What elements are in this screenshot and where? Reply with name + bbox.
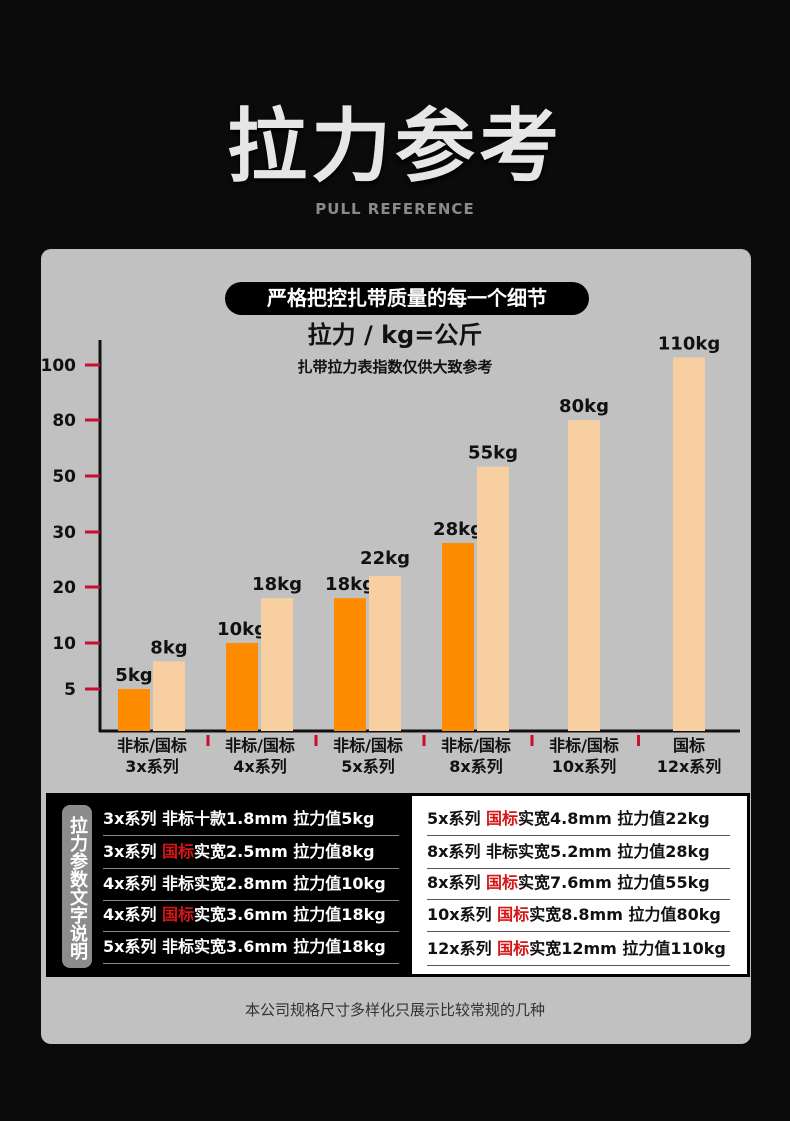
- bar-非标: [442, 543, 474, 731]
- spec-row: 5x系列 非标实宽3.6mm 拉力值18kg: [103, 932, 399, 964]
- bar-非标: [226, 643, 258, 731]
- highlight-text: 国标: [162, 905, 195, 924]
- bar-国标: [673, 357, 705, 731]
- row-text: 8x系列: [427, 873, 487, 892]
- y-tick-label: 80: [52, 411, 76, 431]
- chart-title: 拉力 / kg=公斤: [307, 321, 483, 349]
- spec-row: 8x系列 非标实宽5.2mm 拉力值28kg: [427, 837, 730, 869]
- bar-chart: 5 10 20 30 50 80 100 5kg 8kg 非标/国标 3x系列 10kg 18kg 非标/…: [41, 334, 740, 776]
- bar-value-label: 55kg: [468, 443, 518, 464]
- row-text: 4x系列 非标实宽2.8mm 拉力值10kg: [103, 874, 386, 893]
- category-label: 8x系列: [449, 757, 502, 776]
- bar-value-label: 18kg: [252, 574, 302, 595]
- row-text: 10x系列: [427, 905, 498, 924]
- row-text: 12x系列: [427, 939, 498, 958]
- row-text: 实宽4.8mm 拉力值22kg: [518, 809, 710, 828]
- category-label: 非标/国标: [225, 736, 295, 755]
- bar-国标: [261, 598, 293, 731]
- category-label: 5x系列: [341, 757, 394, 776]
- category-label: 非标/国标: [549, 736, 619, 755]
- bar-非标: [334, 598, 366, 731]
- row-text: 8x系列 非标实宽5.2mm 拉力值28kg: [427, 842, 710, 861]
- highlight-text: 国标: [497, 905, 530, 924]
- spec-row: 10x系列 国标实宽8.8mm 拉力值80kg: [427, 900, 730, 932]
- page-title: 拉力参考: [227, 100, 563, 193]
- bar-value-label: 80kg: [559, 396, 609, 417]
- bar-国标: [369, 576, 401, 731]
- bar-非标: [118, 689, 150, 731]
- row-text: 实宽3.6mm 拉力值18kg: [194, 905, 386, 924]
- spec-row: 3x系列 非标十款1.8mm 拉力值5kg: [103, 804, 399, 836]
- category-label: 10x系列: [552, 757, 617, 776]
- row-text: 5x系列: [427, 809, 487, 828]
- y-tick-label: 10: [52, 634, 76, 654]
- bar-国标: [153, 661, 185, 731]
- spec-table-right: [409, 793, 750, 977]
- bar-value-label: 110kg: [658, 334, 720, 355]
- highlight-text: 国标: [486, 873, 519, 892]
- row-text: 3x系列 非标十款1.8mm 拉力值5kg: [103, 809, 375, 828]
- footer-note: 本公司规格尺寸多样化只展示比较常规的几种: [244, 1001, 545, 1019]
- spec-row: 4x系列 非标实宽2.8mm 拉力值10kg: [103, 869, 399, 901]
- spec-table-left: [46, 793, 410, 977]
- row-text: 实宽7.6mm 拉力值55kg: [518, 873, 710, 892]
- bar-value-label: 10kg: [217, 619, 267, 640]
- y-tick-label: 20: [52, 578, 76, 598]
- category-label: 4x系列: [233, 757, 286, 776]
- y-tick-label: 100: [41, 356, 77, 376]
- row-text: 实宽2.5mm 拉力值8kg: [194, 842, 375, 861]
- y-tick-label: 50: [52, 467, 76, 487]
- y-tick-label: 30: [52, 523, 76, 543]
- table-side-label: 拉力参数文字说明: [62, 805, 92, 968]
- bar-value-label: 8kg: [150, 637, 187, 658]
- spec-row: 5x系列 国标实宽4.8mm 拉力值22kg: [427, 804, 730, 836]
- highlight-text: 国标: [486, 809, 519, 828]
- bar-value-label: 28kg: [433, 519, 483, 540]
- row-text: 4x系列: [103, 905, 163, 924]
- page-subtitle: PULL REFERENCE: [315, 200, 475, 218]
- spec-row: 4x系列 国标实宽3.6mm 拉力值18kg: [103, 900, 399, 932]
- category-label: 3x系列: [125, 757, 178, 776]
- bar-value-label: 22kg: [360, 548, 410, 569]
- spec-row: 8x系列 国标实宽7.6mm 拉力值55kg: [427, 868, 730, 900]
- bar-value-label: 5kg: [115, 665, 152, 686]
- spec-row: 12x系列 国标实宽12mm 拉力值110kg: [427, 934, 730, 966]
- category-label: 非标/国标: [117, 736, 187, 755]
- category-label: 国标: [673, 736, 705, 755]
- category-label: 非标/国标: [333, 736, 403, 755]
- slogan-badge: 严格把控扎带质量的每一个细节: [225, 282, 589, 315]
- highlight-text: 国标: [497, 939, 530, 958]
- row-text: 实宽8.8mm 拉力值80kg: [529, 905, 721, 924]
- category-label: 非标/国标: [441, 736, 511, 755]
- highlight-text: 国标: [162, 842, 195, 861]
- row-text: 实宽12mm 拉力值110kg: [529, 939, 726, 958]
- bar-国标: [477, 466, 509, 731]
- category-label: 12x系列: [657, 757, 722, 776]
- bar-国标: [568, 420, 600, 731]
- spec-row: 3x系列 国标实宽2.5mm 拉力值8kg: [103, 837, 399, 869]
- y-tick-label: 5: [64, 680, 76, 700]
- bar-value-label: 18kg: [325, 574, 375, 595]
- row-text: 3x系列: [103, 842, 163, 861]
- chart-subtitle: 扎带拉力表指数仅供大致参考: [297, 358, 493, 376]
- row-text: 5x系列 非标实宽3.6mm 拉力值18kg: [103, 937, 386, 956]
